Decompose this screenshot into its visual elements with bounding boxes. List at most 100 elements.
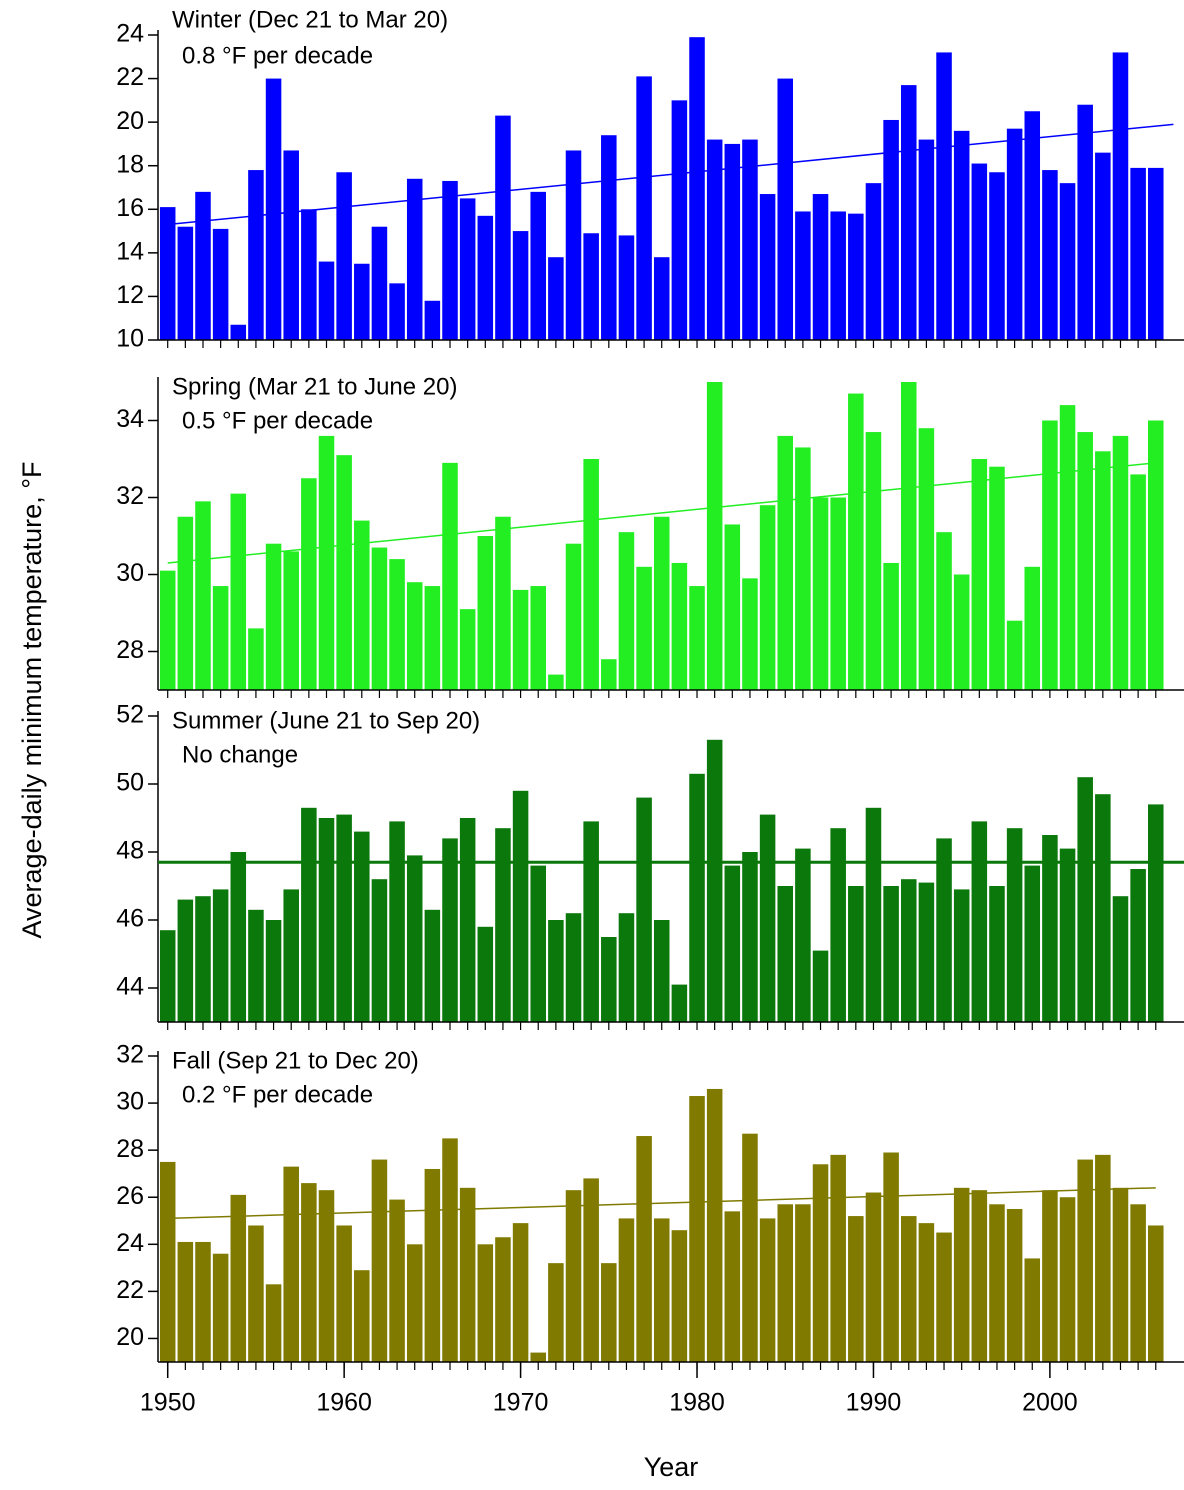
x-tick-label: 1970 xyxy=(493,1389,549,1417)
bar xyxy=(424,300,441,340)
bar xyxy=(565,543,582,690)
bar xyxy=(636,566,652,690)
bar xyxy=(671,100,688,340)
y-tick-label: 18 xyxy=(116,150,144,178)
y-tick-label: 50 xyxy=(116,769,144,797)
bar xyxy=(424,1168,441,1362)
bar xyxy=(601,135,617,340)
y-tick-label: 30 xyxy=(116,1088,144,1116)
y-tick-label: 20 xyxy=(116,107,144,135)
bar xyxy=(865,183,882,340)
panel-title: Summer (June 21 to Sep 20) xyxy=(172,707,480,734)
trend-line xyxy=(167,1187,1156,1220)
bar xyxy=(301,807,317,1022)
bar xyxy=(777,886,794,1022)
bar xyxy=(1077,104,1093,340)
panel-title: Spring (Mar 21 to June 20) xyxy=(172,373,457,400)
bar xyxy=(742,1133,758,1362)
bar xyxy=(1024,1258,1041,1362)
bar xyxy=(636,1136,652,1362)
bar xyxy=(601,937,617,1022)
panel-title: Fall (Sep 21 to Dec 20) xyxy=(172,1047,419,1074)
bar xyxy=(1148,167,1164,340)
bar xyxy=(706,382,723,690)
bar xyxy=(1077,1159,1093,1362)
bar xyxy=(318,1190,335,1362)
bar xyxy=(301,478,317,690)
bar xyxy=(583,821,599,1022)
bar xyxy=(212,586,229,690)
bar xyxy=(565,1190,582,1362)
bar xyxy=(1095,152,1111,340)
bar xyxy=(371,879,388,1022)
bar xyxy=(953,889,970,1022)
bar xyxy=(918,428,935,690)
bar xyxy=(601,1263,617,1362)
y-tick-label: 44 xyxy=(116,973,144,1001)
bar xyxy=(442,180,458,340)
bar xyxy=(671,984,688,1022)
y-tick-label: 20 xyxy=(116,1323,144,1351)
bar xyxy=(548,920,564,1022)
panel-title: Winter (Dec 21 to Mar 20) xyxy=(172,6,448,33)
bar xyxy=(777,435,794,690)
trend-line xyxy=(167,123,1174,226)
panel-subtitle: 0.2 °F per decade xyxy=(182,1081,373,1108)
bar xyxy=(1112,896,1129,1022)
y-tick-label: 30 xyxy=(116,559,144,587)
bar xyxy=(512,231,529,340)
bar xyxy=(265,920,282,1022)
bar xyxy=(354,520,370,690)
bar xyxy=(689,1096,705,1362)
bar xyxy=(1024,111,1041,340)
bar xyxy=(195,501,211,690)
bar xyxy=(724,524,741,690)
bar xyxy=(759,505,776,690)
bar xyxy=(883,562,899,690)
y-axis-label: Average-daily minimum temperature, °F xyxy=(17,462,47,939)
bar xyxy=(230,1194,247,1362)
bar xyxy=(318,818,335,1022)
bar xyxy=(795,447,811,690)
bar xyxy=(195,896,211,1022)
bar xyxy=(248,628,264,690)
bar xyxy=(336,814,352,1022)
bar xyxy=(830,497,846,690)
bar xyxy=(354,263,370,340)
bar xyxy=(618,532,635,690)
bar xyxy=(795,211,811,340)
bar xyxy=(777,1204,794,1362)
x-tick-label: 1960 xyxy=(316,1389,372,1417)
bar xyxy=(583,233,599,340)
bar xyxy=(653,516,670,690)
bar xyxy=(1095,1154,1111,1362)
bar xyxy=(653,257,670,340)
bar xyxy=(989,466,1005,690)
bar xyxy=(812,1164,829,1362)
bar xyxy=(1042,420,1058,690)
bar xyxy=(900,382,917,690)
bar xyxy=(1130,474,1146,690)
bar xyxy=(336,1225,352,1362)
bar xyxy=(759,194,776,340)
bar xyxy=(495,1237,511,1362)
bar xyxy=(389,821,405,1022)
bar xyxy=(653,920,670,1022)
bar xyxy=(530,586,546,690)
bar xyxy=(1006,128,1023,340)
bar xyxy=(936,52,952,341)
bar xyxy=(1095,451,1111,690)
bar xyxy=(406,178,423,340)
bar xyxy=(671,1230,688,1362)
bar xyxy=(195,191,211,340)
panel-subtitle: No change xyxy=(182,741,298,768)
bar xyxy=(724,865,741,1022)
bar xyxy=(512,1223,529,1362)
bar xyxy=(865,807,882,1022)
y-tick-label: 52 xyxy=(116,701,144,729)
bar xyxy=(371,226,388,340)
bar xyxy=(900,879,917,1022)
bar xyxy=(1059,848,1076,1022)
bar xyxy=(406,582,423,690)
bar xyxy=(848,886,864,1022)
